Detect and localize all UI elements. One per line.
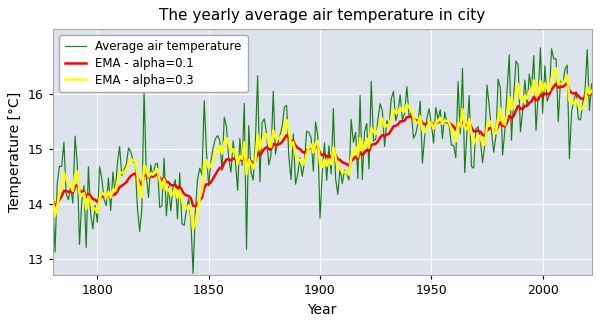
Line: Average air temperature: Average air temperature — [53, 48, 592, 273]
EMA - alpha=0.3 — [294, 159, 301, 162]
EMA - alpha=0.1 — [566, 89, 573, 93]
EMA - alpha=0.3 — [566, 98, 573, 102]
EMA - alpha=0.1 — [352, 155, 359, 159]
Line: EMA - alpha=0.1: EMA - alpha=0.1 — [53, 83, 592, 206]
Y-axis label: Temperature [°C]: Temperature [°C] — [8, 92, 22, 212]
EMA - alpha=0.1 — [80, 189, 88, 193]
EMA - alpha=0.1 — [232, 157, 239, 161]
EMA - alpha=0.1 — [192, 204, 199, 208]
Legend: Average air temperature, EMA - alpha=0.1, EMA - alpha=0.3: Average air temperature, EMA - alpha=0.1… — [59, 34, 248, 92]
Average air temperature — [352, 130, 359, 134]
EMA - alpha=0.1 — [563, 81, 571, 85]
Average air temperature — [537, 46, 544, 50]
Average air temperature — [588, 82, 595, 85]
EMA - alpha=0.3 — [588, 89, 595, 93]
EMA - alpha=0.3 — [553, 66, 560, 70]
EMA - alpha=0.3 — [80, 191, 88, 195]
Average air temperature — [80, 184, 88, 188]
Average air temperature — [294, 172, 301, 176]
EMA - alpha=0.3 — [190, 227, 197, 231]
X-axis label: Year: Year — [308, 303, 337, 317]
EMA - alpha=0.1 — [588, 92, 595, 96]
Average air temperature — [566, 157, 573, 161]
Average air temperature — [232, 159, 239, 163]
EMA - alpha=0.3 — [352, 145, 359, 149]
EMA - alpha=0.3 — [232, 151, 239, 155]
EMA - alpha=0.1 — [310, 148, 317, 152]
EMA - alpha=0.1 — [49, 198, 56, 202]
Average air temperature — [49, 198, 56, 202]
EMA - alpha=0.1 — [294, 146, 301, 150]
Line: EMA - alpha=0.3: EMA - alpha=0.3 — [53, 68, 592, 229]
EMA - alpha=0.3 — [310, 151, 317, 155]
EMA - alpha=0.3 — [49, 198, 56, 202]
Average air temperature — [310, 169, 317, 173]
Title: The yearly average air temperature in city: The yearly average air temperature in ci… — [159, 8, 485, 23]
Average air temperature — [190, 271, 197, 275]
